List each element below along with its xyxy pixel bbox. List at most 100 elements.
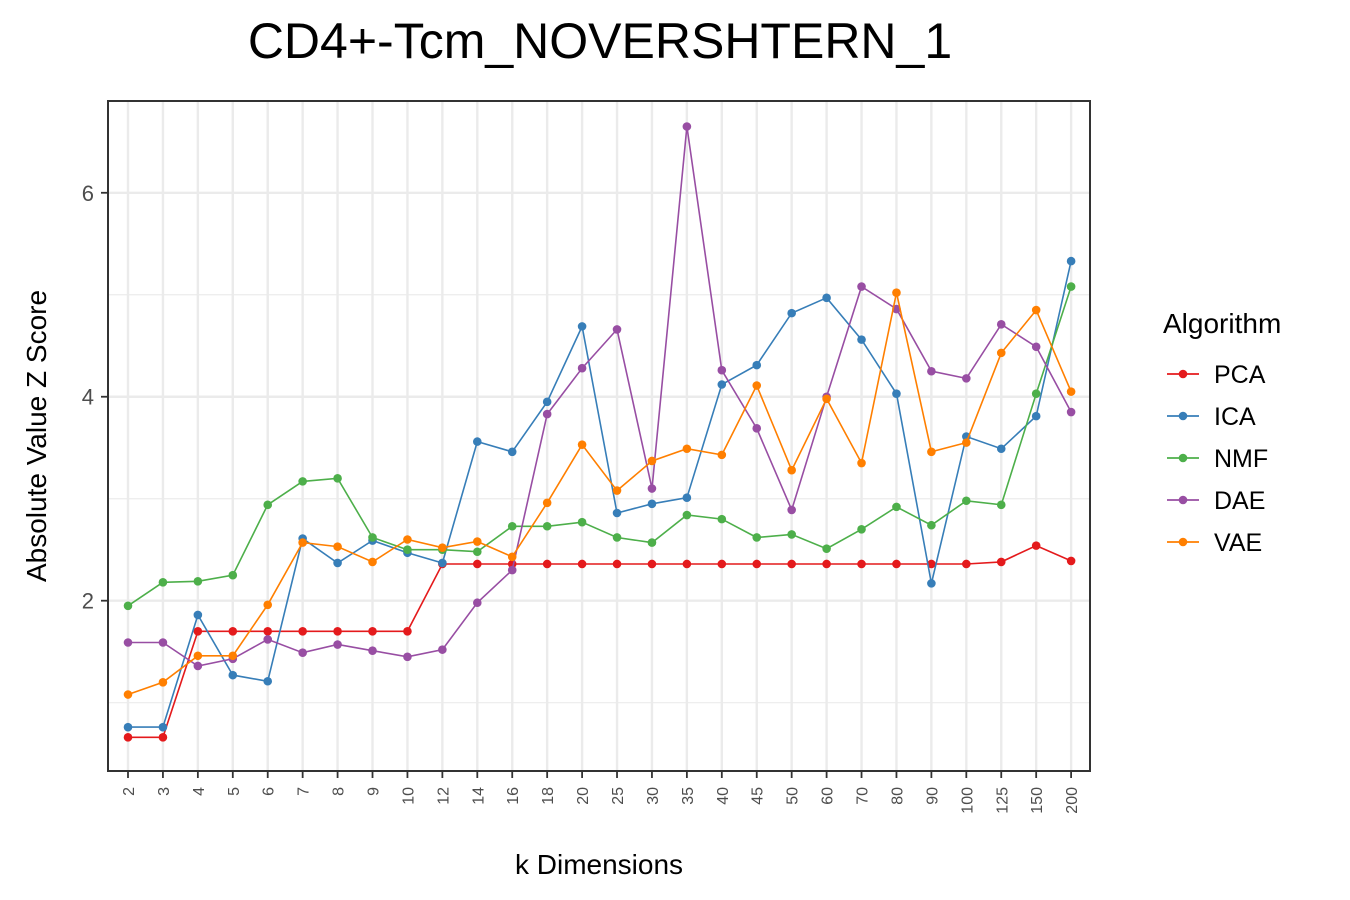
y-tick-label: 6 [82,181,94,206]
x-tick-label: 8 [331,787,348,796]
nmf-point [577,517,587,527]
vae-point [228,651,238,661]
ica-point [542,397,552,407]
grid [108,101,1090,771]
dae-point [542,409,552,419]
dae-point [857,282,866,291]
x-tick-label: 7 [296,787,313,796]
x-tick-label: 90 [924,787,941,805]
x-tick-label: 4 [191,787,208,796]
vae-point [822,394,831,404]
ica-point [193,610,203,620]
ica-point [857,335,866,344]
dae-point [507,565,517,575]
x-tick-label: 14 [470,787,487,805]
dae-point [193,661,203,671]
pca-point [577,559,587,569]
x-tick-label: 150 [1029,787,1046,814]
dae-point [1066,407,1076,417]
x-tick-label: 3 [156,787,173,796]
vae-point [892,288,901,298]
vae-point [193,651,203,661]
x-tick-label: 12 [435,787,452,805]
dae-point [403,652,412,662]
dae-point [298,648,307,658]
nmf-point [158,578,168,587]
pca-point [403,626,412,636]
series-layer [123,122,1076,742]
dae-point [333,640,342,649]
nmf-point [1066,282,1076,291]
nmf-point [962,496,971,506]
vae-point [962,438,971,447]
pca-point [228,626,238,636]
x-tick-label: 10 [400,787,417,805]
dae-point [158,638,168,647]
nmf-point [822,544,831,553]
nmf-point [123,601,133,611]
vae-point [717,450,727,460]
pca-point [822,559,831,569]
nmf-point [612,533,622,542]
dae-point [996,320,1006,329]
pca-point [892,559,901,569]
pca-point [1066,556,1076,566]
x-tick-label: 5 [226,787,243,796]
x-tick-label: 20 [575,787,592,805]
x-tick-label: 16 [505,787,522,805]
legend-dae-point [1178,495,1188,505]
dae-point [1031,342,1041,352]
vae-point [333,542,342,551]
nmf-point [682,510,692,520]
pca-point [717,559,727,569]
pca-point [368,626,377,636]
pca-point [158,733,168,742]
x-tick-label: 25 [610,787,627,805]
ica-point [507,447,517,457]
x-tick-label: 50 [785,787,802,805]
y-tick-label: 2 [82,589,94,614]
nmf-point [542,521,552,531]
pca-point [927,559,936,569]
dae-point [123,638,133,647]
ica-point [438,558,447,568]
dae-point [752,424,762,433]
legend-ica-label: ICA [1214,403,1256,431]
x-tick-label: 70 [855,787,872,805]
ica-point [996,444,1006,454]
ica-point [1031,411,1041,421]
pca-point [542,559,552,569]
chart-title: CD4+-Tcm_NOVERSHTERN_1 [247,13,953,69]
ica-point [682,493,692,502]
vae-point [577,440,587,449]
legend-pca-label: PCA [1214,361,1266,389]
nmf-point [892,502,901,512]
vae-point [927,447,936,457]
pca-point [752,559,762,569]
ica-line [128,260,1072,728]
vae-point [996,348,1006,358]
legend-ica-point [1178,411,1188,421]
pca-point [682,559,692,569]
pca-point [193,626,203,636]
dae-point [962,374,971,383]
vae-point [612,486,622,495]
legend-vae-label: VAE [1214,529,1262,557]
ica-point [228,670,238,680]
plot-panel-border [107,100,1091,772]
pca-point [473,559,482,569]
dae-point [787,505,796,515]
y-tick-label: 4 [82,385,94,410]
legend-dae-label: DAE [1214,487,1265,515]
pca-point [857,559,866,569]
pca-point [612,559,622,569]
x-tick-label: 60 [820,787,837,805]
x-axis-title: k Dimensions [515,849,683,880]
nmf-line [127,286,1072,607]
nmf-point [473,547,482,557]
x-tick-label: 125 [994,787,1011,814]
vae-point [682,444,692,454]
pca-point [787,559,796,569]
